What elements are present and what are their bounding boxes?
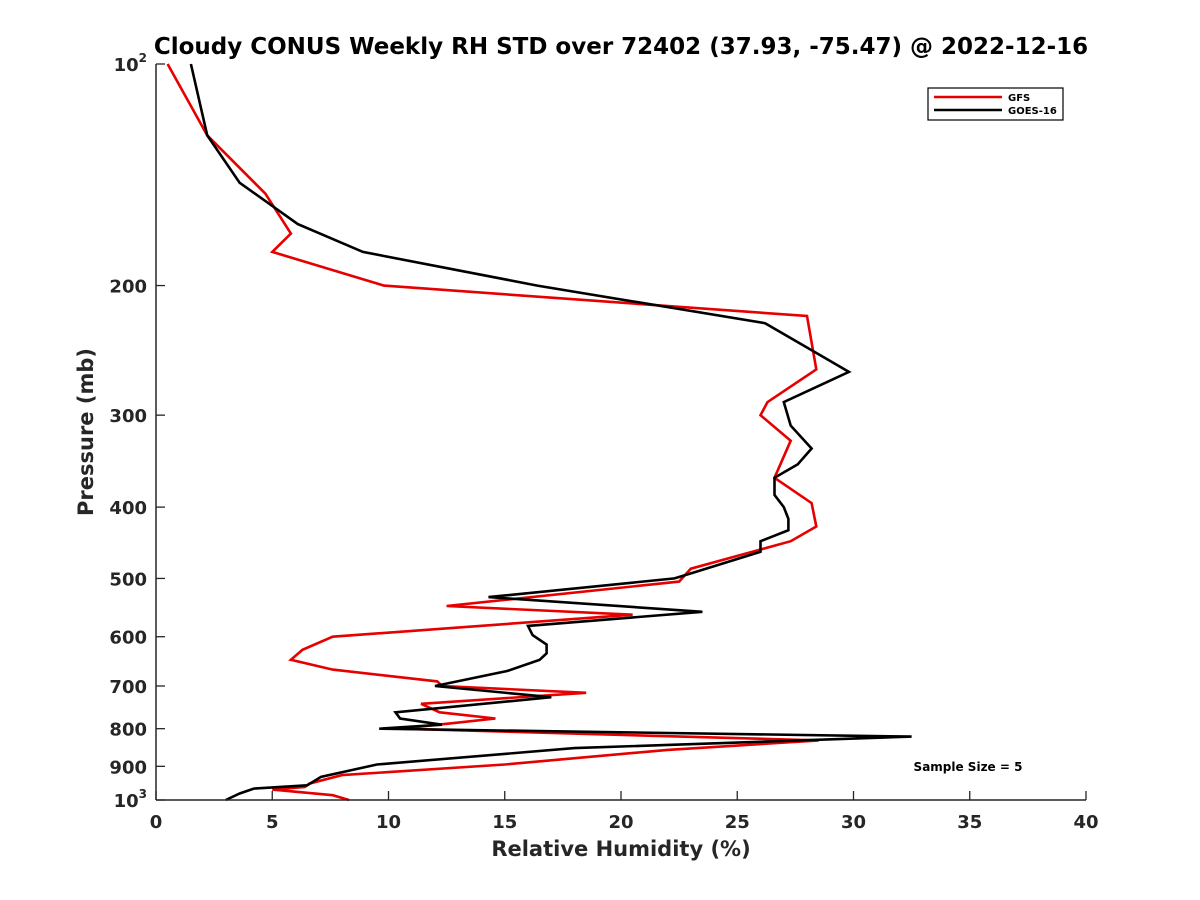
y-tick-label: 103 — [114, 787, 147, 812]
x-tick-label: 5 — [266, 812, 279, 833]
chart-title: Cloudy CONUS Weekly RH STD over 72402 (3… — [154, 34, 1088, 60]
y-tick-label: 500 — [109, 569, 147, 590]
y-tick-label: 400 — [109, 498, 147, 519]
x-tick-label: 35 — [957, 812, 982, 833]
x-tick-label: 25 — [725, 812, 750, 833]
y-axis-label: Pressure (mb) — [74, 348, 98, 516]
x-tick-label: 15 — [492, 812, 517, 833]
y-tick-label: 600 — [109, 628, 147, 649]
y-tick-label: 102 — [114, 51, 147, 76]
legend-box — [927, 87, 1064, 121]
y-tick-label: 700 — [109, 677, 147, 698]
series-line-goes-16 — [189, 63, 912, 802]
series-line-gfs — [166, 63, 819, 802]
y-axis-ticks: 102 200 300 400 500 600 700 800 900 103 — [109, 51, 165, 812]
sample-size-annotation: Sample Size = 5 — [914, 760, 1023, 774]
plot-area — [156, 64, 1086, 801]
legend-label-goes16: GOES-16 — [1008, 106, 1057, 117]
x-tick-label: 40 — [1073, 812, 1098, 833]
y-tick-label: 900 — [109, 757, 147, 778]
y-tick-label: 200 — [109, 277, 147, 298]
x-tick-label: 0 — [150, 812, 163, 833]
x-tick-label: 30 — [841, 812, 866, 833]
legend: GFS GOES-16 — [927, 87, 1064, 121]
x-axis-ticks: 0 5 10 15 20 25 30 35 40 — [150, 791, 1099, 833]
y-tick-label: 800 — [109, 720, 147, 741]
x-tick-label: 20 — [608, 812, 633, 833]
x-axis-label: Relative Humidity (%) — [491, 837, 750, 861]
x-tick-label: 10 — [376, 812, 401, 833]
series-layer — [166, 63, 912, 802]
y-tick-label: 300 — [109, 406, 147, 427]
legend-label-gfs: GFS — [1008, 93, 1030, 104]
